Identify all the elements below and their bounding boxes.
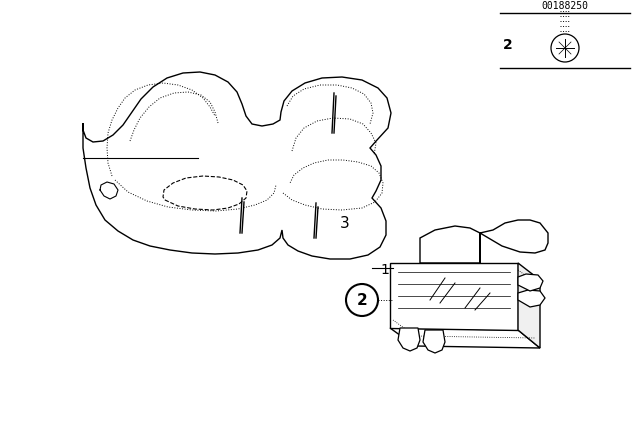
Polygon shape [518, 274, 543, 291]
Text: 2: 2 [356, 293, 367, 307]
Text: 3: 3 [340, 215, 350, 231]
Polygon shape [420, 226, 480, 263]
Polygon shape [390, 328, 540, 348]
Text: 1: 1 [380, 263, 389, 277]
Circle shape [346, 284, 378, 316]
Text: 2: 2 [503, 38, 513, 52]
Polygon shape [480, 220, 548, 263]
Polygon shape [83, 72, 391, 259]
Polygon shape [423, 330, 445, 353]
Polygon shape [390, 263, 518, 330]
Polygon shape [518, 263, 540, 348]
Polygon shape [398, 328, 420, 351]
Text: 00188250: 00188250 [541, 1, 589, 11]
Polygon shape [518, 290, 545, 307]
